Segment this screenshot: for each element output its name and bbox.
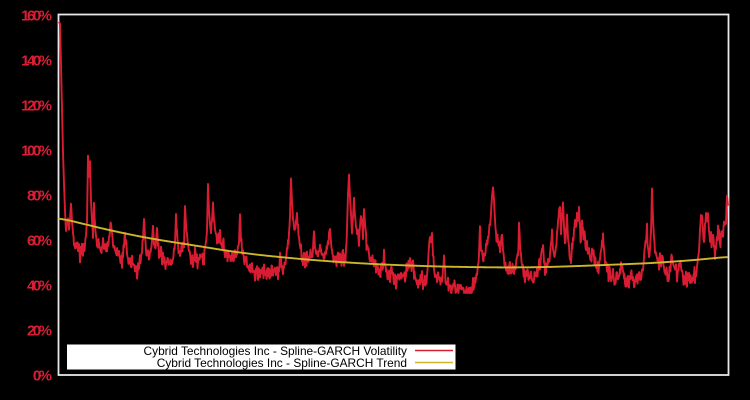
svg-text:20%: 20% — [27, 323, 52, 340]
svg-text:Cybrid Technologies Inc - Spli: Cybrid Technologies Inc - Spline-GARCH V… — [144, 344, 408, 358]
svg-text:80%: 80% — [27, 188, 52, 205]
svg-text:0%: 0% — [33, 368, 52, 385]
svg-text:40%: 40% — [27, 278, 52, 295]
svg-text:140%: 140% — [21, 53, 52, 70]
svg-text:120%: 120% — [21, 98, 52, 115]
svg-text:160%: 160% — [21, 8, 52, 25]
svg-text:60%: 60% — [27, 233, 52, 250]
svg-text:Cybrid Technologies Inc - Spli: Cybrid Technologies Inc - Spline-GARCH T… — [157, 356, 407, 370]
svg-text:100%: 100% — [21, 143, 52, 160]
